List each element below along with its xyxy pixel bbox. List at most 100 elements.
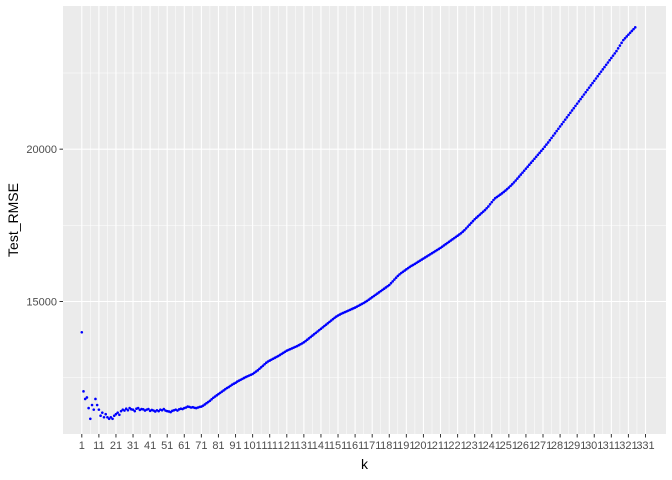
- data-point: [560, 122, 564, 126]
- data-points: [80, 26, 637, 421]
- data-point: [114, 412, 118, 416]
- data-point: [534, 155, 538, 159]
- x-tick-label: 31: [127, 440, 139, 452]
- y-tick-label: 20000: [26, 144, 57, 156]
- data-point: [387, 283, 391, 287]
- data-point: [483, 208, 487, 212]
- data-point: [567, 113, 570, 117]
- x-tick-label: 231: [466, 440, 484, 452]
- data-point: [517, 175, 521, 178]
- x-tick-label: 161: [346, 440, 364, 452]
- data-point: [541, 147, 545, 151]
- data-point: [577, 100, 581, 103]
- data-point: [210, 397, 213, 401]
- data-point: [394, 276, 398, 280]
- x-tick-label: 271: [534, 440, 552, 452]
- data-point: [118, 413, 121, 417]
- data-point: [162, 407, 166, 411]
- x-axis: 1 11 21 31 41 51 61 71 81 91 101 111 121131141151161…: [79, 434, 655, 452]
- data-point: [258, 367, 261, 371]
- data-point: [620, 41, 623, 45]
- x-tick-label: 281: [551, 440, 569, 452]
- data-point: [596, 74, 599, 78]
- data-point: [570, 109, 574, 112]
- data-point: [591, 81, 594, 85]
- data-point: [157, 409, 160, 413]
- x-tick-label: 131: [295, 440, 313, 452]
- data-point: [563, 118, 567, 121]
- x-tick-label: 101: [243, 440, 261, 452]
- data-point: [147, 407, 150, 411]
- y-axis: 15000 20000: [26, 144, 63, 308]
- data-point: [551, 134, 555, 137]
- data-point: [603, 65, 606, 69]
- x-tick-label: 51: [161, 440, 173, 452]
- data-point: [393, 278, 396, 281]
- data-point: [529, 161, 533, 165]
- data-point: [545, 143, 548, 146]
- data-point: [606, 61, 610, 64]
- data-point: [599, 70, 603, 73]
- data-point: [475, 216, 478, 220]
- data-point: [99, 414, 102, 418]
- data-point: [469, 221, 473, 225]
- data-point: [601, 68, 605, 71]
- data-point: [463, 228, 466, 232]
- data-point: [106, 415, 109, 419]
- data-point: [628, 31, 632, 35]
- data-point: [516, 177, 519, 180]
- data-point: [625, 35, 629, 38]
- data-point: [562, 120, 565, 124]
- data-point: [604, 63, 608, 67]
- data-point: [90, 403, 94, 407]
- data-point: [623, 36, 627, 40]
- data-point: [613, 52, 617, 55]
- data-point: [471, 219, 475, 223]
- data-point: [389, 281, 393, 285]
- data-point: [557, 127, 560, 131]
- data-point: [632, 27, 635, 31]
- data-point: [131, 408, 135, 411]
- data-point: [100, 411, 104, 414]
- x-tick-label: 1: [79, 440, 85, 452]
- data-point: [263, 362, 266, 366]
- data-point: [575, 102, 579, 105]
- x-tick-label: 61: [178, 440, 190, 452]
- data-point: [480, 211, 483, 215]
- data-point: [582, 93, 586, 96]
- data-point: [468, 223, 471, 227]
- data-point: [589, 84, 593, 87]
- x-tick-label: 221: [448, 440, 466, 452]
- data-point: [580, 95, 584, 99]
- x-tick-label: 181: [380, 440, 398, 452]
- data-point: [546, 141, 550, 144]
- y-axis-title: Test_RMSE: [5, 183, 21, 257]
- data-point: [119, 409, 123, 413]
- data-point: [522, 169, 526, 172]
- data-point: [592, 79, 596, 83]
- x-tick-label: 311: [603, 440, 621, 452]
- data-point: [572, 106, 576, 110]
- minor-gridlines: [63, 6, 666, 434]
- data-point: [94, 397, 97, 401]
- data-point: [574, 104, 577, 108]
- data-point: [587, 86, 591, 89]
- data-point: [633, 26, 637, 29]
- data-point: [630, 29, 634, 33]
- data-point: [531, 159, 535, 163]
- data-point: [514, 179, 517, 182]
- data-point: [133, 409, 137, 413]
- data-point: [615, 49, 618, 53]
- data-point: [555, 129, 558, 133]
- data-point: [579, 97, 582, 101]
- x-tick-label: 151: [329, 440, 347, 452]
- data-point: [92, 408, 96, 411]
- data-point: [565, 116, 569, 119]
- data-point: [466, 225, 470, 228]
- data-point: [478, 213, 482, 216]
- data-point: [208, 399, 212, 403]
- x-tick-label: 201: [414, 440, 432, 452]
- x-tick-label: 11: [93, 440, 104, 452]
- data-point: [481, 210, 485, 213]
- data-point: [586, 88, 589, 92]
